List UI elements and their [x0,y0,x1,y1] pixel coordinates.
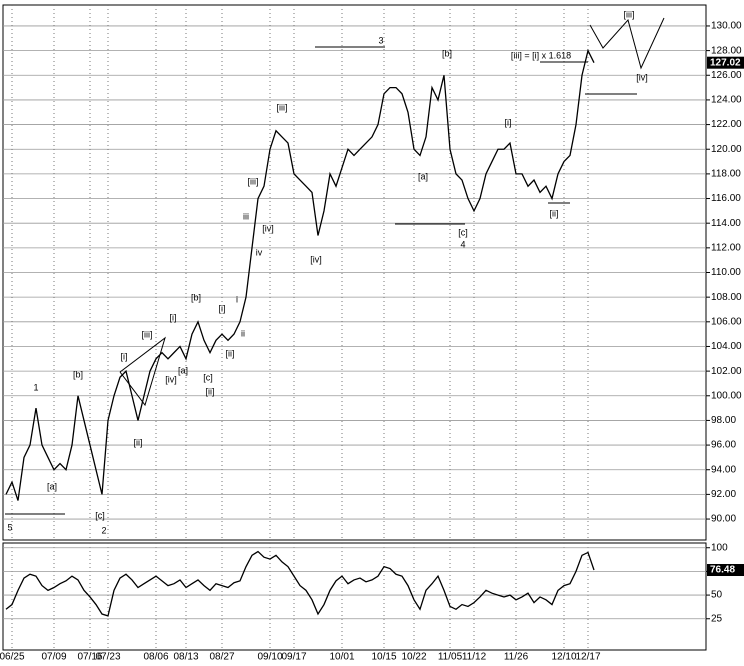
wave-label: [b] [442,48,452,58]
channel [119,336,166,407]
y-tick-label: 112.00 [711,242,741,253]
wave-label: [iv] [636,72,648,82]
wave-label: [b] [191,292,201,302]
x-tick-label: 08/27 [209,652,234,663]
wave-label: [c] [95,510,105,520]
wave-label: i [236,294,238,304]
wave-label: iv [256,247,263,257]
last-value-label: 76.48 [710,565,735,576]
wave-label: [iii] [624,9,635,19]
wave-label: [iii] [277,102,288,112]
projection [589,17,665,70]
x-tick-label: 07/23 [95,652,120,663]
x-tick-label: 10/22 [401,652,426,663]
y-tick-label: 106.00 [711,316,742,327]
price-line [5,48,595,501]
y-tick-label: 90.00 [711,514,736,525]
y-tick-label: 100 [711,542,728,553]
wave-label: [iii] = [i] x 1.618 [511,50,571,60]
x-tick-label: 07/09 [41,652,66,663]
wave-label: [b] [73,369,83,379]
y-tick-label: 122.00 [711,119,742,130]
y-tick-label: 25 [711,613,723,624]
y-tick-label: 120.00 [711,144,742,155]
wave-label: 4 [460,239,465,249]
y-tick-label: 100.00 [711,390,742,401]
wave-label: 1 [33,382,38,392]
x-tick-label: 12/17 [575,652,600,663]
wave-label: [iv] [310,254,322,264]
y-tick-label: 94.00 [711,464,736,475]
wave-label: [i] [504,117,511,127]
x-tick-label: 06/25 [0,652,25,663]
last-value-box [707,564,744,577]
wave-label: ii [241,328,245,338]
wave-label: [ii] [226,348,235,358]
x-tick-label: 08/13 [173,652,198,663]
y-tick-label: 92.00 [711,489,736,500]
price-line [5,550,595,617]
y-tick-label: 104.00 [711,341,742,352]
wave-label: 2 [101,525,106,535]
wave-label: [i] [218,303,225,313]
y-tick-label: 126.00 [711,70,742,81]
y-tick-label: 96.00 [711,440,736,451]
rsi-panel [2,542,707,651]
y-tick-label: 114.00 [711,218,741,229]
x-tick-label: 12/10 [551,652,576,663]
wave-label: [ii] [206,386,215,396]
wave-label: [a] [47,481,57,491]
x-tick-label: 11/12 [462,652,487,663]
wave-label: [ii] [134,437,143,447]
wave-label: [c] [458,227,468,237]
wave-label: [c] [203,372,213,382]
wave-label: [a] [178,365,188,375]
wave-label: [iii] [248,176,259,186]
y-tick-label: 124.00 [711,95,742,106]
plot: 127.0251[a][b][c]2[i][ii][iii][iv][a][i]… [5,9,744,617]
wave-label: [a] [418,171,428,181]
y-tick-label: 116.00 [711,193,741,204]
wave-label: [i] [169,312,176,322]
y-tick-label: 128.00 [711,45,742,56]
last-value-label: 127.02 [710,57,741,68]
x-tick-label: 10/01 [329,652,354,663]
y-tick-label: 98.00 [711,415,736,426]
x-tick-label: 07/16 [77,652,102,663]
grid: 90.00 92.00 94.00 96.00 98.00 100.00 102.00 104… [0,5,742,663]
wave-label: [ii] [550,208,559,218]
wave-lines [5,17,665,515]
wave-label: [iii] [142,329,153,339]
x-tick-label: 09/17 [281,652,306,663]
y-tick-label: 130.00 [711,21,742,32]
x-tick-label: 09/10 [257,652,282,663]
wave-label: [iv] [165,374,177,384]
y-tick-label: 108.00 [711,292,742,303]
x-tick-label: 10/15 [371,652,396,663]
wave-label: 5 [7,522,12,532]
wave-label: [iv] [262,223,274,233]
y-tick-label: 118.00 [711,169,741,180]
x-tick-label: 08/06 [143,652,168,663]
wave-label: iii [243,211,249,221]
wave-label: [i] [120,351,127,361]
y-tick-label: 102.00 [711,366,742,377]
y-tick-label: 110.00 [711,267,741,278]
x-tick-label: 11/26 [504,652,529,663]
y-tick-label: 50 [711,590,723,601]
last-value-box [707,56,744,69]
wave-label: 3 [378,35,383,45]
x-tick-label: 11/05 [438,652,463,663]
